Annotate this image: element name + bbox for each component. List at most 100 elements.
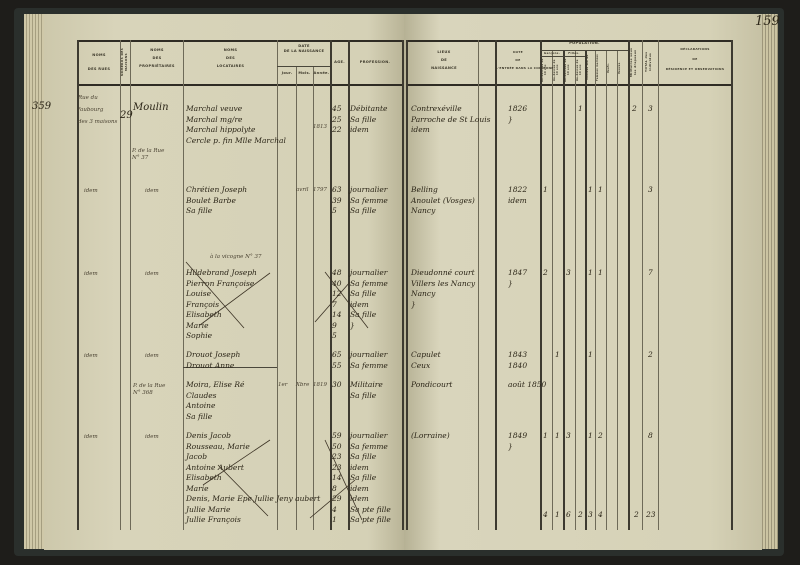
household-total: 2 — [648, 350, 653, 359]
column-rule — [540, 40, 542, 530]
street-ditto: idem — [84, 434, 98, 440]
proprietor-ditto: P. de la Rue N° 368 — [133, 383, 166, 396]
left-page — [44, 14, 404, 550]
population-total: 4 — [598, 510, 603, 519]
grand-total: 23 — [646, 510, 656, 519]
column-rule — [478, 40, 479, 530]
header-rues: NOMS DES RUES — [87, 53, 111, 71]
birthplace: Belling Anoulet (Vosges) Nancy — [411, 185, 475, 215]
household-total: 3 — [648, 104, 653, 113]
column-rule — [552, 50, 553, 530]
column-rule — [313, 66, 314, 530]
tenant-names: Chrétien Joseph Boulet Barbe Sa fille — [186, 185, 248, 215]
tenant-names: Marchal veuve Marchal mg/re Marchal hipp… — [186, 104, 286, 145]
population-count: 1 — [588, 350, 593, 359]
birthplace: Capulet Ceux — [411, 350, 441, 370]
birth-month: Xbre — [296, 382, 310, 388]
professions: journalier Sa femme Sa fille idem Sa fil… — [350, 268, 388, 330]
column-rule — [120, 40, 121, 530]
household-total: 7 — [648, 268, 653, 277]
military-count: 2 — [632, 104, 637, 113]
header-population: POPULATION. — [569, 41, 600, 45]
ages: 65 55 — [332, 350, 342, 370]
header-filles: Filles. — [568, 51, 580, 55]
birth-year: 1797 — [313, 187, 327, 193]
column-rule — [330, 40, 332, 530]
column-rule — [628, 40, 630, 530]
column-rule — [658, 40, 659, 530]
population-count: 1 — [578, 104, 583, 113]
proprietor-name: Moulin — [133, 102, 169, 113]
proprietor-ditto: idem — [145, 353, 159, 359]
header-jour: Jour. — [281, 71, 293, 75]
professions: journalier Sa femme Sa fille idem Sa fil… — [350, 431, 391, 524]
column-rule — [617, 50, 618, 530]
professions: journalier Sa femme Sa fille — [350, 185, 388, 215]
ages: 59 50 23 23 14 8 29 4 1 — [332, 431, 342, 524]
population-count: 3 — [566, 268, 571, 277]
entry-date: 1826 } — [508, 104, 528, 124]
proprietor-ditto: idem — [145, 434, 159, 440]
population-total: 3 — [588, 510, 593, 519]
house-number: 359 — [32, 101, 52, 112]
population-count: 1 — [598, 185, 603, 194]
entry-date: 1849 } — [508, 431, 528, 451]
header-date-naissance: DATE DE LA NAISSANCE — [283, 44, 325, 53]
ages: 63 39 5 — [332, 185, 342, 215]
right-page — [404, 14, 762, 550]
proprietor-note: P. de la Rue N° 37 — [132, 148, 165, 161]
column-rule — [563, 50, 565, 530]
header-annee: Année. — [313, 71, 330, 75]
row-rule — [277, 66, 330, 67]
birth-year: 1819 — [313, 382, 327, 388]
header-declarations: DÉCLARATIONS DE RÉSIDENCE ET OBSERVATION… — [665, 47, 725, 71]
header-locataires: NOMS DES LOCATAIRES — [216, 48, 245, 68]
household-total: 8 — [648, 431, 653, 440]
column-rule — [183, 40, 184, 530]
birth-year: 1813 — [313, 124, 327, 130]
header-age: AGE. — [334, 60, 345, 64]
row-rule — [183, 367, 277, 368]
column-rule — [296, 66, 297, 530]
street-number: 29 — [120, 110, 133, 121]
household-total: 3 — [648, 185, 653, 194]
tenant-names: Drouot Joseph Drouot Anne — [186, 350, 241, 370]
population-count: 1 — [588, 185, 593, 194]
proprietor-ditto: idem — [145, 188, 159, 194]
birth-day: 1er — [278, 382, 288, 388]
population-count: 1 — [598, 268, 603, 277]
header-profession: PROFESSION. — [359, 60, 391, 64]
entry-date: 1822 idem — [508, 185, 528, 205]
column-rule — [595, 50, 596, 530]
column-rule — [77, 40, 79, 530]
row-rule — [406, 40, 732, 42]
street-ditto: idem — [84, 353, 98, 359]
proprietor-ditto: idem — [145, 271, 159, 277]
population-count: 1 — [543, 431, 548, 440]
column-rule — [406, 40, 408, 530]
page-edges-right — [760, 14, 778, 549]
population-total: 4 — [543, 510, 548, 519]
column-rule — [606, 50, 607, 530]
professions: Militaire Sa fille — [350, 380, 383, 400]
ages: 45 25 22 — [332, 104, 342, 134]
ages: 48 40 12 7 14 9 5 — [332, 268, 342, 340]
column-rule — [731, 40, 733, 530]
row-rule — [406, 84, 732, 86]
column-rule — [277, 40, 278, 530]
column-rule — [495, 40, 497, 530]
population-total: 2 — [578, 510, 583, 519]
row-rule — [77, 84, 403, 86]
population-count: 3 — [566, 431, 571, 440]
page-edges-left — [24, 14, 46, 549]
street-ditto: idem — [84, 188, 98, 194]
tenant-names: Hildebrand Joseph Pierron Françoise Loui… — [186, 268, 257, 340]
professions: journalier Sa femme — [350, 350, 388, 370]
tenant-names: Moira, Elise Ré Claudes Antoine Sa fille — [186, 380, 245, 421]
header-mois: Mois. — [298, 71, 311, 75]
population-count: 1 — [555, 350, 560, 359]
population-total: 6 — [566, 510, 571, 519]
column-rule — [642, 40, 643, 530]
column-rule — [348, 40, 350, 530]
